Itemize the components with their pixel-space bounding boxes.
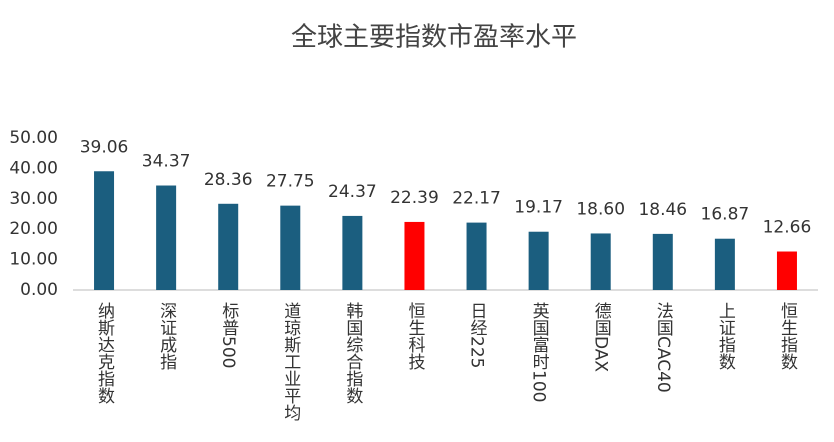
- y-tick-label: 30.00: [9, 189, 58, 209]
- value-label: 18.46: [638, 200, 687, 220]
- bar: [714, 238, 735, 290]
- value-label: 27.75: [266, 172, 315, 192]
- bar: [218, 203, 239, 290]
- bar: [404, 221, 425, 290]
- bar: [342, 215, 363, 290]
- value-label: 28.36: [204, 170, 253, 190]
- y-tick-label: 40.00: [9, 158, 58, 178]
- value-label: 34.37: [142, 152, 191, 172]
- chart-title: 全球主要指数市盈率水平: [291, 23, 577, 53]
- y-tick-label: 50.00: [9, 128, 58, 148]
- x-tick-label: 恒生科技: [404, 302, 425, 371]
- x-tick-label: 韩国综合指数: [342, 302, 363, 404]
- x-tick-label: 法国CAC40: [653, 302, 674, 393]
- x-tick-label: 上证指数: [715, 302, 736, 370]
- x-tick-label: 恒生指数: [777, 302, 798, 370]
- bar: [94, 171, 115, 290]
- x-tick-label: 德国DAX: [591, 302, 612, 372]
- x-tick-label: 日经225: [467, 302, 488, 368]
- x-tick-label: 深证成指: [156, 302, 177, 371]
- y-tick-label: 0.00: [20, 280, 58, 300]
- value-label: 22.39: [390, 188, 439, 208]
- x-tick-label: 标普500: [218, 302, 239, 368]
- x-tick-label: 纳斯达克指数: [94, 302, 115, 404]
- value-label: 22.17: [452, 189, 501, 209]
- bar: [156, 185, 177, 290]
- value-label: 16.87: [701, 205, 750, 225]
- bar: [528, 231, 549, 290]
- value-label: 24.37: [328, 182, 377, 202]
- value-label: 12.66: [763, 218, 812, 238]
- bar: [652, 233, 673, 290]
- y-tick-label: 20.00: [9, 219, 58, 239]
- x-tick-label: 英国富时100: [529, 302, 550, 402]
- value-label: 18.60: [576, 199, 625, 219]
- bar: [280, 205, 301, 290]
- bar: [590, 233, 611, 290]
- bar: [776, 251, 797, 290]
- bar: [466, 222, 487, 290]
- x-tick-label: 道琼斯工业平均: [280, 302, 301, 422]
- value-label: 39.06: [80, 137, 129, 157]
- y-tick-label: 10.00: [9, 250, 58, 270]
- value-label: 19.17: [514, 198, 563, 218]
